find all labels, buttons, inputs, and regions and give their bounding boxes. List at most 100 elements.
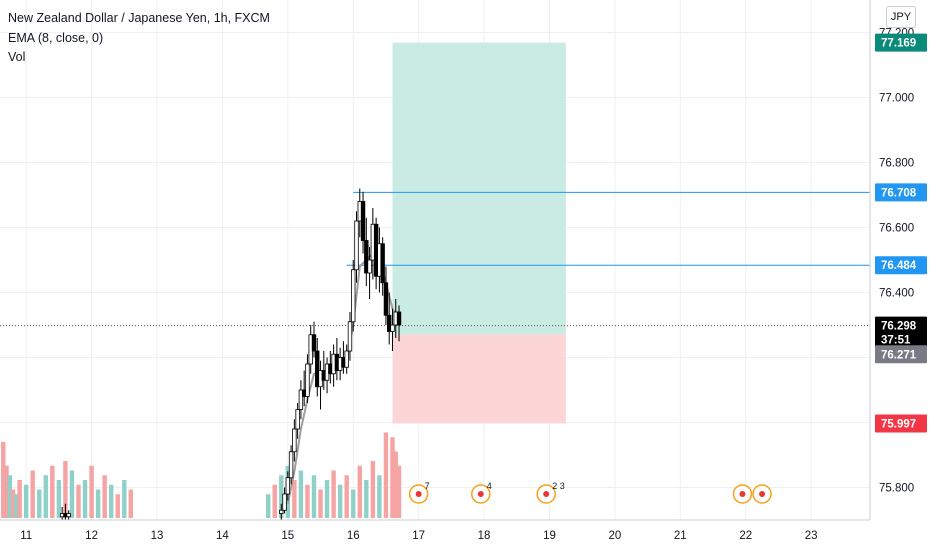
x-tick-label: 17 [412,530,425,542]
price-label-text: 76.708 [881,187,917,199]
x-tick-label: 19 [543,530,556,542]
volume-bar [115,494,120,518]
volume-bar [331,470,336,518]
candle-body [351,269,356,323]
volume-bar [89,465,94,518]
volume-bar [396,465,402,518]
event-marker-dot [415,491,422,497]
symbol-title[interactable]: New Zealand Dollar / Japanese Yen, 1h, F… [8,11,270,25]
volume-bar [30,470,35,518]
x-tick-label: 11 [20,530,32,542]
volume-bar [17,480,22,518]
price-label-box [875,330,927,349]
candle-body [315,350,320,388]
volume-bar [265,494,271,518]
price-label-text: 76.298 [881,321,917,333]
candle-body [298,389,304,410]
price-label-text: 77.169 [881,38,916,50]
x-tick-label: 15 [281,530,294,542]
candle-body [380,243,385,284]
volume-indicator-label[interactable]: Vol [8,50,26,64]
volume-bar [344,475,349,518]
volume-bar [377,475,382,518]
x-tick-label: 13 [151,530,164,542]
candle-body [396,311,402,326]
y-tick-label: 76.600 [879,223,914,235]
candle-body [387,314,392,332]
candle-body [354,220,359,271]
price-label-text: 37:51 [881,335,911,347]
event-count: 4 [487,481,492,491]
candle-body [282,493,287,511]
candle-body [279,509,284,514]
volume-bar [23,484,29,518]
volume-bar [337,484,343,518]
y-tick-label: 77.000 [879,93,914,105]
volume-bar [279,475,284,518]
candle-body [360,201,366,241]
volume-bar [292,480,297,518]
time-axis[interactable] [0,520,870,550]
event-marker-dot [739,491,746,497]
price-label-box [875,316,927,335]
candle-body [344,350,349,368]
currency-button[interactable]: JPY [886,6,916,28]
price-axis[interactable] [870,0,932,550]
x-tick-label: 21 [674,530,687,542]
event-marker-dot [543,491,550,497]
volume-bar [364,480,369,518]
y-tick-label: 76.400 [879,288,914,300]
x-tick-label: 16 [347,530,360,542]
volume-bar [357,465,362,518]
volume-bar [311,475,317,518]
volume-bar [128,489,134,518]
volume-bar [383,432,389,518]
volume-bar [272,484,277,518]
candle-body [66,513,71,518]
volume-bar [324,480,330,518]
volume-bar [7,475,13,518]
y-tick-label: 75.800 [879,483,914,495]
candle-body [288,451,294,479]
volume-bar [298,470,304,518]
candle-body [292,428,297,453]
price-label-text: 75.997 [881,418,916,430]
price-label-box [875,183,927,202]
event-count: 2 3 [552,481,565,491]
y-tick-label: 76.800 [879,158,914,170]
x-tick-label: 18 [478,530,491,542]
price-label-text: 76.271 [881,349,917,361]
volume-bar [50,465,55,518]
volume-bar [63,461,68,518]
x-tick-label: 23 [805,530,818,542]
volume-bar [43,475,48,518]
candle-body [295,409,300,430]
price-label-box [875,414,927,433]
ema-indicator-label[interactable]: EMA (8, close, 0) [8,30,104,45]
volume-bar [1,442,6,518]
candle-body [364,240,369,274]
volume-bar [305,484,310,518]
candle-body [347,321,353,352]
candle-body [390,324,395,332]
position-loss-zone[interactable] [392,334,566,424]
volume-bar [370,461,376,518]
event-count: 7 [425,481,430,491]
event-marker-dot [477,491,484,497]
candle-body [311,334,317,352]
position-profit-zone[interactable] [392,42,566,335]
volume-bar [390,437,395,518]
volume-bar [393,451,398,518]
volume-bar [109,484,114,518]
volume-bar [122,480,127,518]
volume-bar [56,480,62,518]
volume-bar [37,489,42,518]
chart-legend: New Zealand Dollar / Japanese Yen, 1h, F… [8,9,270,68]
price-label-box [875,345,927,364]
price-label-box [875,33,927,52]
x-tick-label: 12 [85,530,98,542]
candle-body [305,363,310,397]
volume-bar [102,475,107,518]
